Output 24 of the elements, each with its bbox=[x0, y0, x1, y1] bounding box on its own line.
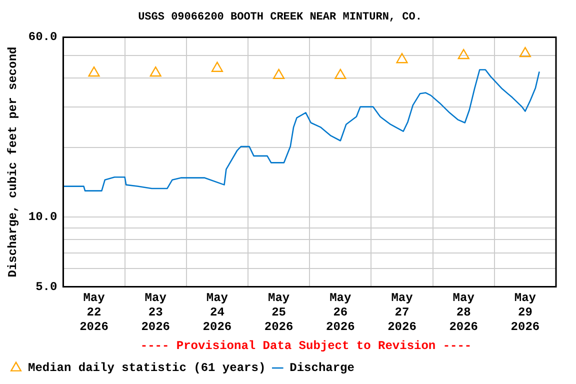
x-tick-label: May 29 2026 bbox=[510, 291, 540, 334]
legend-label: Discharge bbox=[290, 361, 354, 376]
x-tick-label: May 27 2026 bbox=[388, 291, 416, 334]
y-tick-label: 5.0 bbox=[36, 280, 58, 294]
x-tick-label: May 28 2026 bbox=[449, 291, 478, 334]
x-tick-label: May 26 2026 bbox=[326, 291, 355, 334]
text: ---- Provisional Data Subject to Revision ---- bbox=[140, 339, 472, 354]
y-tick-label: 10.0 bbox=[28, 210, 58, 224]
point bbox=[211, 62, 223, 72]
legend-label: Median daily statistic (61 years) bbox=[28, 361, 266, 376]
y-tick-label: 60.0 bbox=[28, 30, 58, 44]
point bbox=[150, 66, 162, 77]
x-tick-label: May 22 2026 bbox=[80, 291, 108, 334]
y-axis-title: Discharge, cubic feet per second bbox=[6, 46, 20, 278]
point bbox=[519, 46, 531, 58]
point bbox=[273, 68, 285, 80]
x-tick-label: May 24 2026 bbox=[202, 291, 232, 334]
x-tick-label: May 25 2026 bbox=[264, 291, 294, 334]
x-tick-label: May 23 2026 bbox=[141, 291, 170, 334]
chart-title: USGS 09066200 BOOTH CREEK NEAR MINTURN, CO. bbox=[138, 11, 422, 24]
point bbox=[88, 66, 100, 77]
point bbox=[396, 53, 408, 64]
point bbox=[458, 48, 470, 60]
point bbox=[334, 68, 346, 80]
